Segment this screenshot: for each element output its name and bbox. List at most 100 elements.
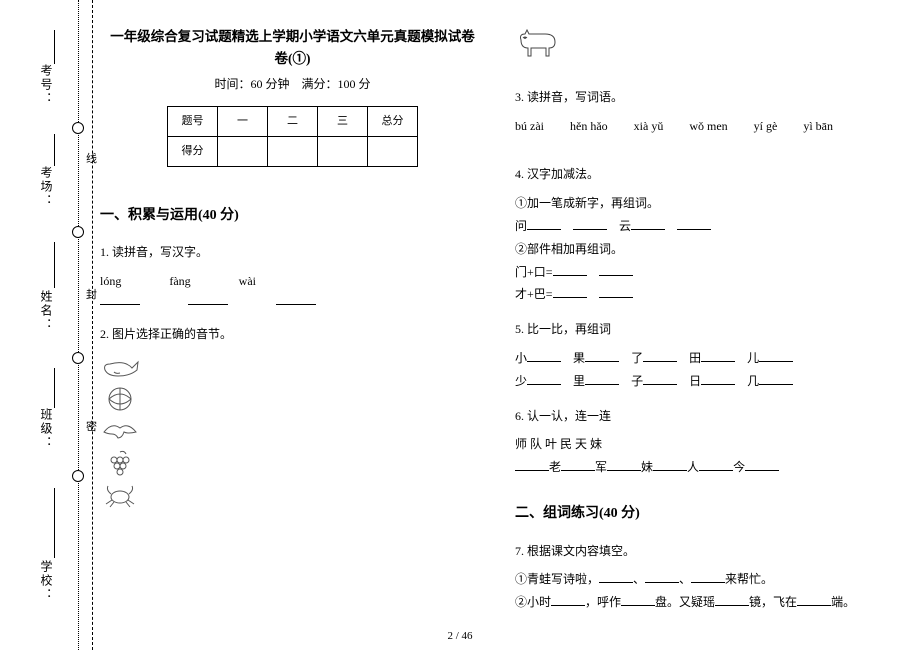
answer-blank — [759, 373, 793, 385]
answer-blank — [631, 218, 665, 230]
answer-blank — [188, 293, 228, 305]
answer-blank — [699, 459, 733, 471]
binding-underline — [54, 242, 55, 288]
answer-blank — [599, 286, 633, 298]
binding-dotted-line — [78, 0, 79, 650]
score-cell: 二 — [268, 106, 318, 136]
answer-blank — [701, 373, 735, 385]
q4-line3: ②部件相加再组词。 — [515, 238, 900, 261]
q4-line2: 问 云 — [515, 215, 900, 238]
exam-title-l1: 一年级综合复习试题精选上学期小学语文六单元真题模拟试卷 — [100, 26, 485, 48]
pinyin: wǒ men — [689, 115, 727, 138]
binding-label-name: 姓名： — [38, 290, 55, 332]
binding-char-xian: 线 — [86, 150, 97, 166]
binding-char-feng: 封 — [86, 286, 97, 302]
left-column: 一年级综合复习试题精选上学期小学语文六单元真题模拟试卷 卷(①) 时间：60 分… — [100, 26, 485, 624]
binding-label-room: 考场： — [38, 166, 55, 208]
score-cell: 总分 — [368, 106, 418, 136]
whale-icon — [100, 352, 140, 382]
page-footer: 2 / 46 — [0, 630, 920, 642]
score-table: 题号 一 二 三 总分 得分 — [167, 106, 418, 167]
answer-blank — [645, 571, 679, 583]
answer-blank — [599, 571, 633, 583]
q3-prompt: 3. 读拼音，写词语。 — [515, 86, 900, 109]
pinyin: hěn hǎo — [570, 115, 608, 138]
binding-margin: 考号： 线 考场： 封 姓名： 密 班级： 学校： — [18, 0, 88, 650]
pinyin: yì bān — [803, 115, 833, 138]
answer-blank — [643, 373, 677, 385]
answer-blank — [607, 459, 641, 471]
binding-underline — [54, 368, 55, 408]
q2-icon-column — [100, 352, 485, 510]
q1-blank-row — [100, 293, 485, 305]
answer-blank — [715, 594, 749, 606]
q6-prompt: 6. 认一认，连一连 — [515, 405, 900, 428]
q7-line1: ①青蛙写诗啦，、、来帮忙。 — [515, 568, 900, 591]
score-cell — [218, 136, 268, 166]
binding-label-school: 学校： — [38, 560, 55, 602]
answer-blank — [745, 459, 779, 471]
answer-blank — [276, 293, 316, 305]
binding-circle — [72, 470, 84, 482]
pinyin: bú zài — [515, 115, 544, 138]
score-cell: 三 — [318, 106, 368, 136]
cow-icon — [515, 26, 559, 60]
q7-prompt: 7. 根据课文内容填空。 — [515, 540, 900, 563]
eagle-icon — [100, 416, 140, 446]
q4-line4: 门+口= — [515, 261, 900, 284]
q7-line2: ②小时，呼作盘。又疑瑶镜，飞在端。 — [515, 591, 900, 614]
answer-blank — [643, 350, 677, 362]
q1-prompt: 1. 读拼音，写汉字。 — [100, 241, 485, 264]
answer-blank — [553, 264, 587, 276]
answer-blank — [585, 350, 619, 362]
exam-subtitle: 时间：60 分钟 满分：100 分 — [100, 73, 485, 96]
q4-line5: 才+巴= — [515, 283, 900, 306]
binding-underline — [54, 134, 55, 166]
answer-blank — [585, 373, 619, 385]
q6-row1: 师 队 叶 民 天 妹 — [515, 433, 900, 456]
q4-prompt: 4. 汉字加减法。 — [515, 163, 900, 186]
q3-pinyin-row: bú zài hěn hǎo xià yǔ wǒ men yí gè yì bā… — [515, 115, 900, 138]
score-cell — [268, 136, 318, 166]
exam-title-l2: 卷(①) — [100, 48, 485, 70]
binding-label-examno: 考号： — [38, 64, 55, 106]
ball-icon — [100, 384, 140, 414]
answer-blank — [553, 286, 587, 298]
answer-blank — [561, 459, 595, 471]
binding-circle — [72, 352, 84, 364]
q5-row1: 小 果 了 田 儿 — [515, 347, 900, 370]
answer-blank — [621, 594, 655, 606]
q5-row2: 少 里 子 日 几 — [515, 370, 900, 393]
binding-underline — [54, 30, 55, 64]
answer-blank — [599, 264, 633, 276]
binding-circle — [72, 226, 84, 238]
section2-heading: 二、组词练习(40 分) — [515, 501, 900, 528]
grapes-icon — [100, 448, 140, 478]
crab-icon — [100, 480, 140, 510]
q2-prompt: 2. 图片选择正确的音节。 — [100, 323, 485, 346]
answer-blank — [527, 218, 561, 230]
pinyin: lóng — [100, 270, 121, 293]
pinyin: yí gè — [754, 115, 778, 138]
pinyin: wài — [239, 270, 256, 293]
q6-row2: 老军妹人今 — [515, 456, 900, 479]
answer-blank — [701, 350, 735, 362]
answer-blank — [100, 293, 140, 305]
score-cell — [318, 136, 368, 166]
pinyin: xià yǔ — [634, 115, 664, 138]
answer-blank — [653, 459, 687, 471]
q1-pinyin-row: lóng fàng wài — [100, 270, 485, 293]
answer-blank — [551, 594, 585, 606]
section1-heading: 一、积累与运用(40 分) — [100, 203, 485, 230]
answer-blank — [527, 373, 561, 385]
pinyin: fàng — [169, 270, 190, 293]
q5-prompt: 5. 比一比，再组词 — [515, 318, 900, 341]
score-cell: 题号 — [168, 106, 218, 136]
answer-blank — [573, 218, 607, 230]
answer-blank — [527, 350, 561, 362]
right-column: 3. 读拼音，写词语。 bú zài hěn hǎo xià yǔ wǒ men… — [515, 26, 900, 624]
answer-blank — [691, 571, 725, 583]
answer-blank — [515, 459, 549, 471]
page-content: 一年级综合复习试题精选上学期小学语文六单元真题模拟试卷 卷(①) 时间：60 分… — [100, 26, 900, 624]
score-cell: 一 — [218, 106, 268, 136]
